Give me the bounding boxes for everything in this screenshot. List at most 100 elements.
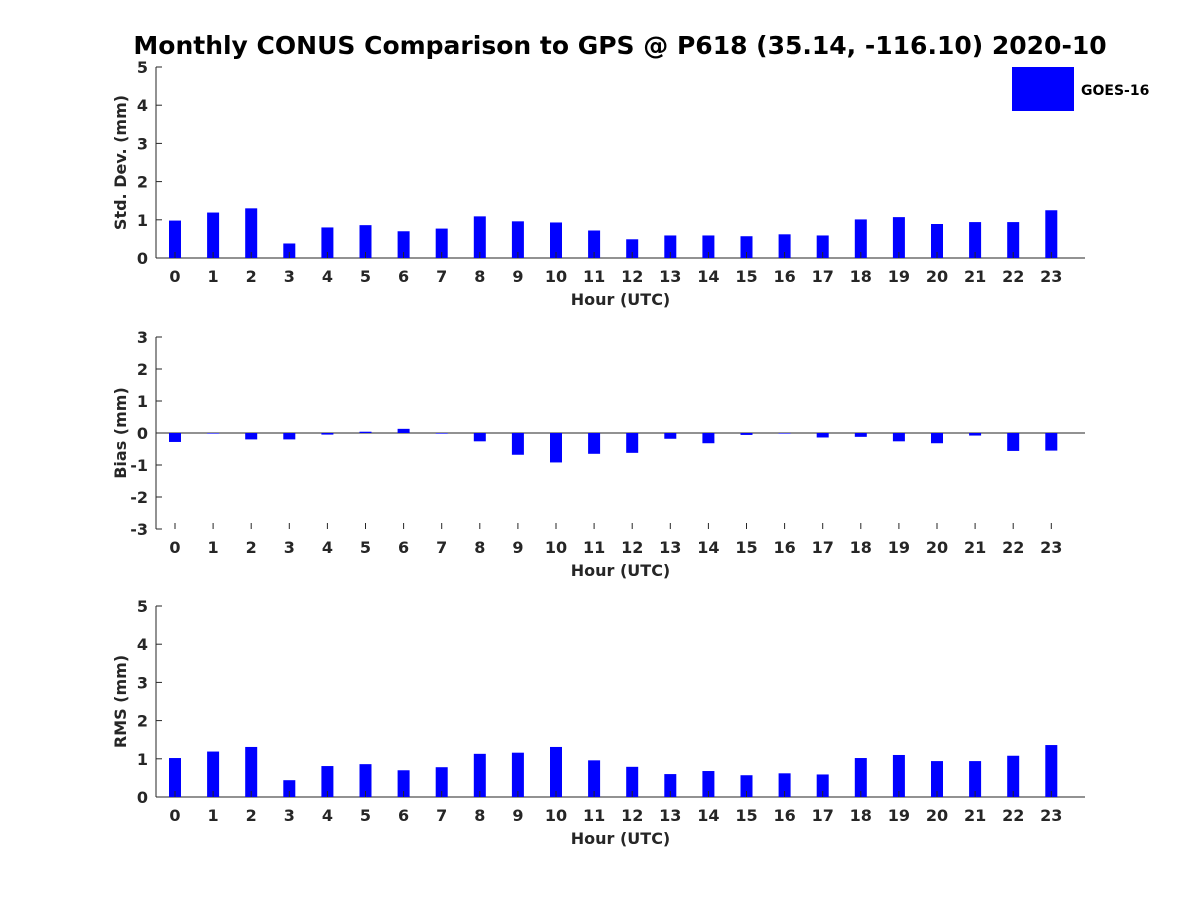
x-tick-label: 23 <box>1040 806 1062 825</box>
x-tick-label: 7 <box>436 267 447 286</box>
bar <box>892 217 905 258</box>
bar <box>473 753 486 797</box>
x-tick-label: 15 <box>735 806 757 825</box>
x-tick-label: 10 <box>545 806 567 825</box>
x-tick-label: 1 <box>208 538 219 557</box>
x-tick-label: 18 <box>850 267 872 286</box>
bar <box>283 243 296 258</box>
bar <box>740 775 753 797</box>
bar <box>511 221 524 258</box>
x-tick-label: 23 <box>1040 267 1062 286</box>
y-tick-label: -1 <box>130 456 148 475</box>
bar <box>778 234 791 258</box>
bar <box>664 235 677 258</box>
x-tick-label: 22 <box>1002 538 1024 557</box>
bar <box>435 767 448 797</box>
x-axis-label: Hour (UTC) <box>571 829 671 848</box>
bar <box>321 227 334 258</box>
y-axis-label: RMS (mm) <box>111 655 130 748</box>
x-tick-label: 2 <box>246 267 257 286</box>
bar <box>702 771 715 797</box>
x-tick-label: 8 <box>474 538 485 557</box>
bar <box>1007 222 1020 258</box>
bar <box>816 235 829 258</box>
y-axis-label: Bias (mm) <box>111 387 130 479</box>
bar <box>816 774 829 797</box>
bar <box>283 780 296 797</box>
x-tick-label: 4 <box>322 267 333 286</box>
bar <box>245 433 258 440</box>
y-tick-label: 5 <box>137 597 148 616</box>
y-tick-label: 2 <box>137 712 148 731</box>
x-tick-label: 5 <box>360 806 371 825</box>
x-tick-label: 2 <box>246 538 257 557</box>
x-tick-label: 16 <box>773 267 795 286</box>
bar <box>816 433 829 438</box>
x-tick-label: 3 <box>284 806 295 825</box>
y-axis-label: Std. Dev. (mm) <box>111 95 130 230</box>
x-tick-label: 5 <box>360 267 371 286</box>
x-tick-label: 20 <box>926 267 948 286</box>
bar <box>435 433 448 434</box>
x-tick-label: 21 <box>964 538 986 557</box>
y-tick-label: 1 <box>137 750 148 769</box>
x-axis-label: Hour (UTC) <box>571 290 671 309</box>
bar <box>550 746 562 797</box>
x-tick-label: 19 <box>888 538 910 557</box>
bar <box>969 222 982 258</box>
x-tick-label: 14 <box>697 806 719 825</box>
y-tick-label: -3 <box>130 520 148 539</box>
bar <box>1045 745 1058 797</box>
y-tick-label: 2 <box>137 360 148 379</box>
bar <box>359 225 372 258</box>
bar <box>969 433 982 436</box>
x-tick-label: 20 <box>926 806 948 825</box>
x-tick-label: 21 <box>964 806 986 825</box>
x-tick-label: 20 <box>926 538 948 557</box>
x-tick-label: 19 <box>888 806 910 825</box>
bar <box>207 751 220 797</box>
x-tick-label: 11 <box>583 806 605 825</box>
bar <box>1045 433 1058 451</box>
bar <box>931 433 943 444</box>
bar <box>1007 433 1020 451</box>
x-tick-label: 12 <box>621 806 643 825</box>
x-tick-label: 22 <box>1002 806 1024 825</box>
bar <box>626 239 639 258</box>
bar <box>473 433 486 442</box>
y-tick-label: 0 <box>137 249 148 268</box>
bar <box>397 428 410 433</box>
bar <box>664 774 677 797</box>
x-tick-label: 6 <box>398 267 409 286</box>
x-tick-label: 14 <box>697 538 719 557</box>
bar <box>169 220 181 258</box>
bar <box>473 216 486 258</box>
bar <box>321 433 334 435</box>
bar <box>854 219 867 258</box>
legend-label: GOES-16 <box>1081 83 1149 99</box>
x-tick-label: 15 <box>735 267 757 286</box>
x-tick-label: 13 <box>659 806 681 825</box>
legend-swatch <box>1012 67 1074 111</box>
bar <box>969 761 982 797</box>
y-tick-label: 1 <box>137 211 148 230</box>
x-tick-label: 19 <box>888 267 910 286</box>
x-tick-label: 16 <box>773 806 795 825</box>
x-tick-label: 18 <box>850 806 872 825</box>
bar <box>854 758 867 797</box>
x-tick-label: 2 <box>246 806 257 825</box>
x-tick-label: 21 <box>964 267 986 286</box>
x-tick-label: 0 <box>169 538 180 557</box>
y-tick-label: 4 <box>137 96 148 115</box>
x-tick-label: 1 <box>208 267 219 286</box>
y-tick-label: 4 <box>137 635 148 654</box>
x-tick-label: 13 <box>659 267 681 286</box>
x-tick-label: 10 <box>545 267 567 286</box>
x-tick-label: 10 <box>545 538 567 557</box>
x-tick-label: 4 <box>322 538 333 557</box>
